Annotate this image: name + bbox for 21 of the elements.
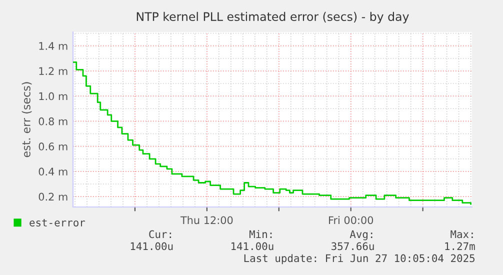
y-axis-title: est. err (secs): [22, 82, 32, 158]
text: 357.66u: [332, 242, 374, 250]
text: 141.00u: [231, 242, 274, 250]
x-tick-label: Thu 12:00: [180, 216, 233, 224]
y-tick-label: 0.6 m: [38, 142, 68, 150]
text: 141.00u: [130, 242, 173, 250]
y-tick-label: 0.2 m: [38, 192, 68, 201]
text: 1.27m: [445, 242, 475, 250]
text: Max:: [450, 230, 473, 238]
legend-label: est-error: [30, 219, 86, 226]
chart-title: NTP kernel PLL estimated error (secs) - by day: [136, 12, 409, 24]
y-tick-label: 0.8 m: [38, 117, 68, 126]
x-tick-label: Fri 00:00: [329, 216, 374, 224]
y-tick-label: 1.4 m: [39, 42, 68, 50]
text: Min:: [249, 230, 272, 238]
y-tick-label: 0.4 m: [38, 168, 68, 176]
y-tick-label: 1.0 m: [39, 92, 68, 100]
text: Avg:: [350, 230, 372, 240]
y-tick-label: 1.2 m: [39, 67, 68, 75]
text: Last update: Fri Jun 27 10:05:04 2025: [244, 254, 475, 264]
text: Cur:: [149, 230, 172, 238]
